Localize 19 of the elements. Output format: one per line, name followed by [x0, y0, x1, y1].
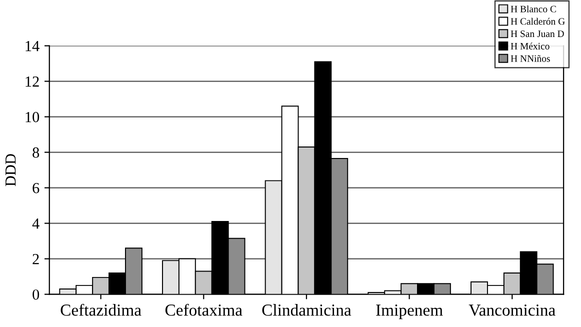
legend-label: H México: [510, 42, 550, 50]
x-tick-label: Vancomicina: [468, 304, 556, 316]
legend-label: H NNiños: [510, 55, 550, 62]
y-tick-label: 6: [32, 182, 40, 194]
y-tick-label: 0: [32, 289, 40, 300]
y-tick-label: 10: [26, 112, 40, 122]
x-tick-label: Ceftazidima: [60, 304, 142, 316]
y-tick-label: 12: [26, 76, 39, 87]
x-tick-label: Imipenem: [376, 304, 443, 320]
legend-label: H Blanco C: [510, 5, 556, 12]
legend-label: H Calderón G: [510, 18, 565, 25]
y-tick-label: 8: [32, 147, 40, 158]
y-tick-label: 14: [26, 40, 40, 52]
legend-label: H San Juan D: [510, 30, 564, 38]
x-tick-label: Clindamicina: [262, 304, 352, 316]
y-tick-label: 4: [32, 218, 40, 229]
y-tick-label: 2: [32, 254, 39, 264]
y-axis-title: DDD: [6, 154, 16, 186]
x-tick-label: Cefotaxima: [165, 304, 242, 316]
